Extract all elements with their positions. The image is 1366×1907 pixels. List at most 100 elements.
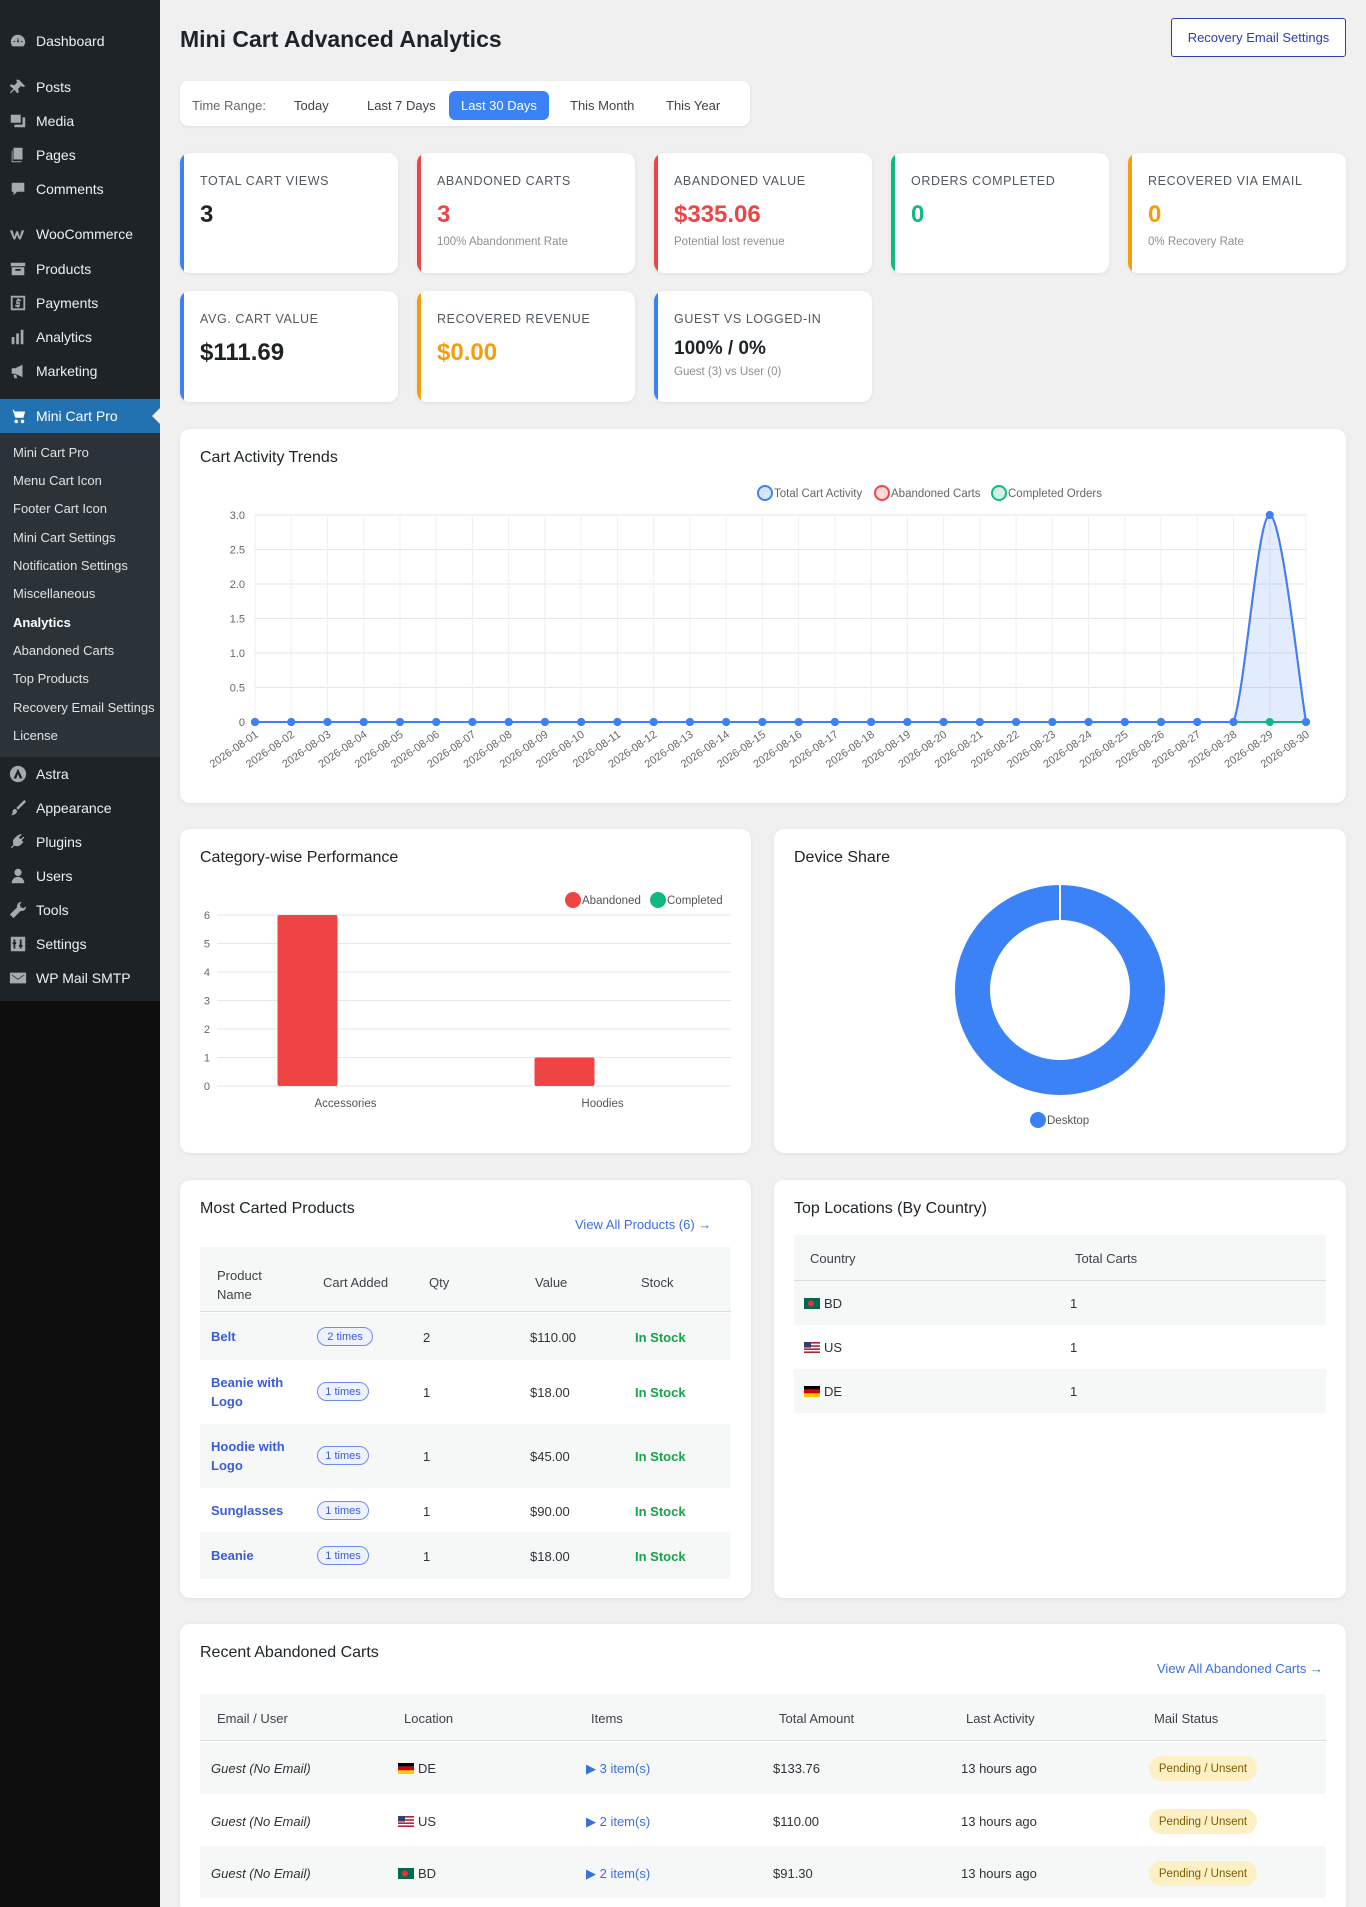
time-range-today[interactable]: Today bbox=[294, 98, 329, 113]
menu-item-comments[interactable]: Comments bbox=[0, 172, 160, 206]
user-cell: Guest (No Email) bbox=[211, 1761, 311, 1776]
data-point bbox=[1157, 718, 1166, 726]
mail-status-badge: Pending / Unsent bbox=[1149, 1861, 1257, 1886]
y-tick-label: 1 bbox=[204, 1053, 210, 1065]
admin-menu: Dashboard Posts Media Pages Comments Woo… bbox=[0, 0, 160, 1001]
legend-marker bbox=[650, 892, 666, 908]
product-link[interactable]: Hoodie with Logo bbox=[211, 1439, 285, 1473]
menu-item-marketing[interactable]: Marketing bbox=[0, 354, 160, 388]
times-badge: 1 times bbox=[317, 1446, 369, 1465]
us-flag-icon bbox=[398, 1815, 414, 1827]
data-point bbox=[939, 718, 948, 726]
product-link[interactable]: Sunglasses bbox=[211, 1503, 284, 1518]
stat-card: TOTAL CART VIEWS 3 bbox=[180, 153, 398, 273]
table-row bbox=[794, 1369, 1326, 1413]
data-point bbox=[1193, 718, 1202, 726]
menu-label: Astra bbox=[36, 766, 69, 782]
stat-label: RECOVERED REVENUE bbox=[437, 312, 591, 326]
submenu-item-mini-cart-pro[interactable]: Mini Cart Pro bbox=[13, 445, 89, 460]
menu-label: Settings bbox=[36, 936, 87, 952]
time-range-this-month[interactable]: This Month bbox=[570, 98, 635, 113]
stat-value: 3 bbox=[200, 201, 214, 228]
submenu-item-footer-cart-icon[interactable]: Footer Cart Icon bbox=[13, 501, 107, 516]
y-tick-label: 0 bbox=[239, 717, 245, 729]
total-cell: $133.76 bbox=[773, 1761, 820, 1776]
menu-item-astra[interactable]: Astra bbox=[0, 757, 160, 791]
product-link[interactable]: Belt bbox=[211, 1329, 236, 1344]
menu-item-wp-mail-smtp[interactable]: WP Mail SMTP bbox=[0, 961, 160, 995]
stat-value: 3 bbox=[437, 201, 451, 228]
menu-item-plugins[interactable]: Plugins bbox=[0, 825, 160, 859]
device-chart: Desktop bbox=[954, 885, 1165, 1128]
data-point bbox=[1084, 718, 1093, 726]
menu-item-products[interactable]: Products bbox=[0, 252, 160, 286]
menu-label: Marketing bbox=[36, 363, 98, 379]
menu-item-dashboard[interactable]: Dashboard bbox=[0, 24, 160, 58]
menu-label: WP Mail SMTP bbox=[36, 970, 131, 986]
media-icon bbox=[0, 112, 36, 130]
items-toggle[interactable]: ▶ 2 item(s) bbox=[586, 1866, 651, 1881]
submenu-item-recovery-email-settings[interactable]: Recovery Email Settings bbox=[13, 700, 155, 715]
stat-card: RECOVERED REVENUE $0.00 bbox=[417, 291, 635, 402]
submenu-item-miscellaneous[interactable]: Miscellaneous bbox=[13, 586, 96, 601]
recovery-email-settings-button[interactable]: Recovery Email Settings bbox=[1171, 18, 1346, 57]
total-cell: $110.00 bbox=[773, 1814, 820, 1829]
table-header bbox=[794, 1235, 1326, 1281]
bd-flag-icon bbox=[398, 1867, 414, 1879]
legend-marker bbox=[565, 892, 581, 908]
product-link[interactable]: Beanie bbox=[211, 1548, 254, 1563]
menu-item-users[interactable]: Users bbox=[0, 859, 160, 893]
menu-item-settings[interactable]: Settings bbox=[0, 927, 160, 961]
menu-label: Plugins bbox=[36, 834, 82, 850]
menu-item-appearance[interactable]: Appearance bbox=[0, 791, 160, 825]
submenu-item-license[interactable]: License bbox=[13, 728, 58, 743]
stat-label: AVG. CART VALUE bbox=[200, 312, 319, 326]
menu-item-pages[interactable]: Pages bbox=[0, 138, 160, 172]
data-point bbox=[1229, 718, 1238, 726]
table-row bbox=[794, 1281, 1326, 1325]
dashboard-icon bbox=[0, 32, 36, 50]
data-point bbox=[830, 718, 839, 726]
items-toggle[interactable]: ▶ 2 item(s) bbox=[586, 1814, 651, 1829]
submenu-item-analytics[interactable]: Analytics bbox=[13, 615, 71, 630]
stat-value: 0 bbox=[1148, 201, 1162, 228]
recent-abandoned-carts-card: Recent Abandoned Carts View All Abandone… bbox=[180, 1624, 1346, 1907]
menu-item-woocommerce[interactable]: WooCommerce bbox=[0, 217, 160, 251]
value-cell: $90.00 bbox=[530, 1504, 570, 1519]
stat-value: $335.06 bbox=[674, 201, 761, 228]
menu-item-analytics[interactable]: Analytics bbox=[0, 320, 160, 354]
menu-item-mini-cart-pro[interactable]: Mini Cart Pro bbox=[0, 399, 160, 433]
activity-cell: 13 hours ago bbox=[961, 1814, 1037, 1829]
pages-icon bbox=[0, 146, 36, 164]
menu-item-payments[interactable]: Payments bbox=[0, 286, 160, 320]
device-share-card: Device Share Desktop bbox=[774, 829, 1346, 1153]
country-code: BD bbox=[824, 1296, 843, 1311]
menu-item-posts[interactable]: Posts bbox=[0, 70, 160, 104]
top-locations-card: Top Locations (By Country) Country Total… bbox=[774, 1180, 1346, 1598]
submenu-item-mini-cart-settings[interactable]: Mini Cart Settings bbox=[13, 530, 116, 545]
sliders-icon bbox=[0, 935, 36, 953]
time-range-last-30-days[interactable]: Last 30 Days bbox=[449, 91, 549, 120]
value-cell: $18.00 bbox=[530, 1549, 570, 1564]
time-range-last-7-days[interactable]: Last 7 Days bbox=[367, 98, 436, 113]
submenu-item-top-products[interactable]: Top Products bbox=[13, 671, 89, 686]
items-toggle[interactable]: ▶ 3 item(s) bbox=[586, 1761, 651, 1776]
view-all-products-link[interactable]: View All Products (6) → bbox=[575, 1217, 712, 1232]
data-point bbox=[359, 718, 368, 726]
chart-title: Category-wise Performance bbox=[200, 849, 399, 866]
submenu-item-menu-cart-icon[interactable]: Menu Cart Icon bbox=[13, 473, 102, 488]
main-content: Mini Cart Advanced Analytics Recovery Em… bbox=[160, 0, 1366, 1907]
submenu-item-notification-settings[interactable]: Notification Settings bbox=[13, 558, 128, 573]
time-range-this-year[interactable]: This Year bbox=[666, 98, 721, 113]
column-header: Items bbox=[591, 1711, 623, 1726]
value-cell: $18.00 bbox=[530, 1385, 570, 1400]
column-header: Email / User bbox=[217, 1711, 288, 1726]
activity-cell: 13 hours ago bbox=[961, 1761, 1037, 1776]
menu-item-tools[interactable]: Tools bbox=[0, 893, 160, 927]
submenu-item-abandoned-carts[interactable]: Abandoned Carts bbox=[13, 643, 115, 658]
product-link[interactable]: Beanie with Logo bbox=[211, 1375, 284, 1409]
view-all-abandoned-carts-link[interactable]: View All Abandoned Carts → bbox=[1157, 1661, 1323, 1676]
menu-item-media[interactable]: Media bbox=[0, 104, 160, 138]
menu-label: Products bbox=[36, 261, 92, 277]
data-point bbox=[613, 718, 622, 726]
